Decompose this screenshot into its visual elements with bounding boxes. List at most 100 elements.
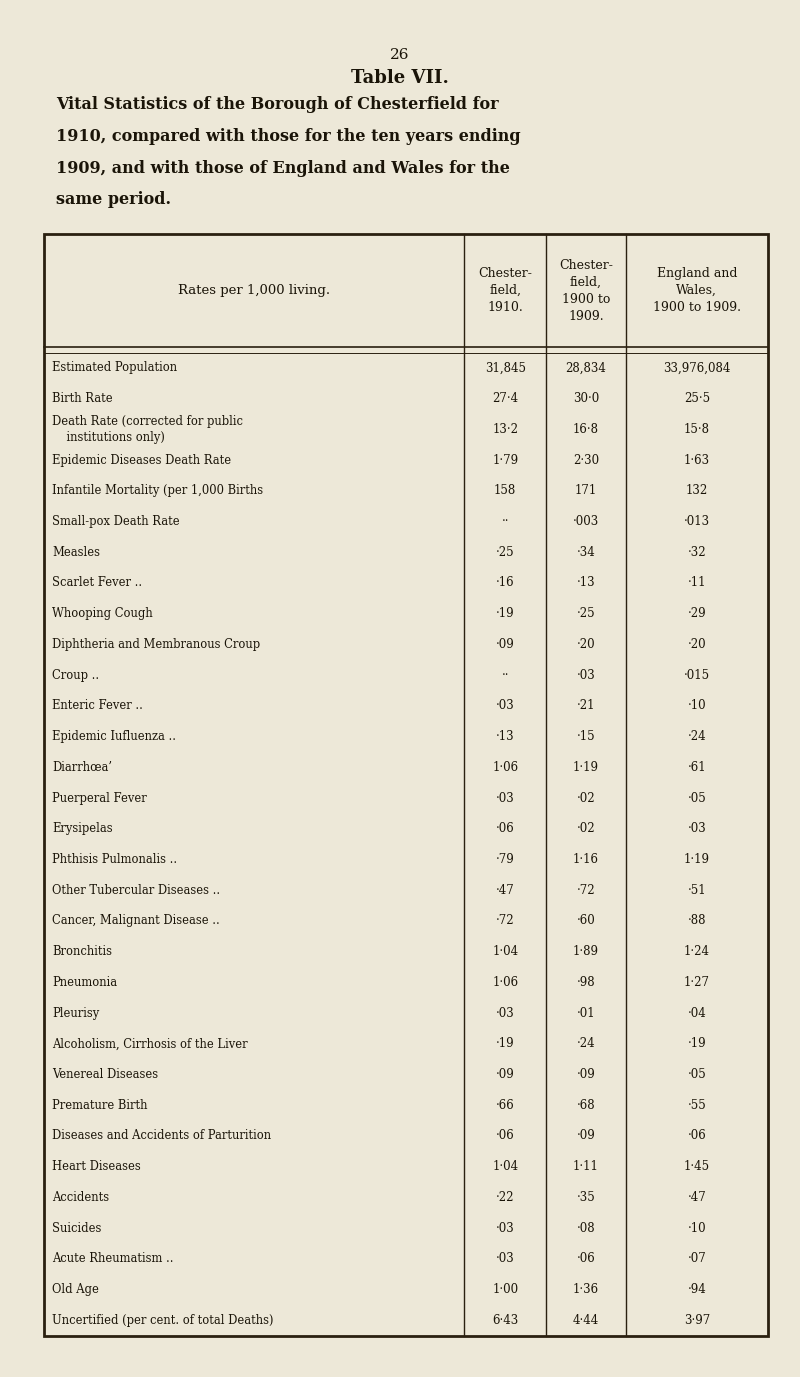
- Text: ·02: ·02: [577, 792, 595, 804]
- Text: 1·63: 1·63: [684, 453, 710, 467]
- Text: ·16: ·16: [496, 577, 514, 589]
- Text: ·24: ·24: [577, 1037, 595, 1051]
- Text: ·25: ·25: [496, 545, 514, 559]
- Text: 158: 158: [494, 485, 516, 497]
- Text: Erysipelas: Erysipelas: [52, 822, 113, 836]
- Text: ·60: ·60: [577, 914, 595, 928]
- Text: ·05: ·05: [687, 792, 706, 804]
- Text: 1910, compared with those for the ten years ending: 1910, compared with those for the ten ye…: [56, 128, 521, 145]
- Text: Chester-
field,
1900 to
1909.: Chester- field, 1900 to 1909.: [559, 259, 613, 322]
- Text: ·61: ·61: [687, 760, 706, 774]
- Text: 171: 171: [575, 485, 597, 497]
- Text: 1·45: 1·45: [684, 1161, 710, 1173]
- Text: 6·43: 6·43: [492, 1314, 518, 1327]
- Text: ·68: ·68: [577, 1099, 595, 1111]
- Text: ·06: ·06: [496, 1129, 514, 1143]
- Text: ·25: ·25: [577, 607, 595, 620]
- Text: ·03: ·03: [496, 792, 514, 804]
- Text: Diseases and Accidents of Parturition: Diseases and Accidents of Parturition: [52, 1129, 271, 1143]
- Text: ·09: ·09: [577, 1069, 595, 1081]
- Text: 1·24: 1·24: [684, 945, 710, 958]
- Text: ·98: ·98: [577, 976, 595, 989]
- Text: ·94: ·94: [687, 1283, 706, 1296]
- Text: ·19: ·19: [496, 607, 514, 620]
- Text: ··: ··: [502, 515, 509, 527]
- Text: ·01: ·01: [577, 1007, 595, 1019]
- Text: ·21: ·21: [577, 700, 595, 712]
- Text: ·09: ·09: [496, 1069, 514, 1081]
- Text: Rates per 1,000 living.: Rates per 1,000 living.: [178, 284, 330, 297]
- Text: ·10: ·10: [687, 1221, 706, 1235]
- Text: Chester-
field,
1910.: Chester- field, 1910.: [478, 267, 532, 314]
- Text: 1·00: 1·00: [492, 1283, 518, 1296]
- Text: ·88: ·88: [687, 914, 706, 928]
- Text: ·13: ·13: [577, 577, 595, 589]
- Text: Old Age: Old Age: [52, 1283, 99, 1296]
- Text: ·06: ·06: [577, 1252, 595, 1265]
- Text: ·04: ·04: [687, 1007, 706, 1019]
- Text: ·13: ·13: [496, 730, 514, 744]
- Text: Alcoholism, Cirrhosis of the Liver: Alcoholism, Cirrhosis of the Liver: [52, 1037, 248, 1051]
- Text: ·015: ·015: [684, 669, 710, 682]
- Text: ·09: ·09: [577, 1129, 595, 1143]
- Text: England and
Wales,
1900 to 1909.: England and Wales, 1900 to 1909.: [653, 267, 741, 314]
- Text: Whooping Cough: Whooping Cough: [52, 607, 153, 620]
- Text: 25·5: 25·5: [684, 392, 710, 405]
- Text: 1·06: 1·06: [492, 976, 518, 989]
- Text: ·013: ·013: [684, 515, 710, 527]
- Text: 1·06: 1·06: [492, 760, 518, 774]
- Text: Croup ..: Croup ..: [52, 669, 99, 682]
- Text: Pleurisy: Pleurisy: [52, 1007, 99, 1019]
- Text: Pneumonia: Pneumonia: [52, 976, 117, 989]
- Text: Puerperal Fever: Puerperal Fever: [52, 792, 146, 804]
- Text: ·07: ·07: [687, 1252, 706, 1265]
- Text: 1·16: 1·16: [573, 852, 599, 866]
- Text: Heart Diseases: Heart Diseases: [52, 1161, 141, 1173]
- Text: ·09: ·09: [496, 638, 514, 651]
- Text: ·08: ·08: [577, 1221, 595, 1235]
- Text: Uncertified (per cent. of total Deaths): Uncertified (per cent. of total Deaths): [52, 1314, 274, 1327]
- Text: 1·19: 1·19: [684, 852, 710, 866]
- Text: same period.: same period.: [56, 191, 171, 208]
- Text: Epidemic Iufluenza ..: Epidemic Iufluenza ..: [52, 730, 176, 744]
- Text: ·19: ·19: [687, 1037, 706, 1051]
- Text: ·24: ·24: [687, 730, 706, 744]
- Text: ·34: ·34: [577, 545, 595, 559]
- Text: Epidemic Diseases Death Rate: Epidemic Diseases Death Rate: [52, 453, 231, 467]
- Text: Enteric Fever ..: Enteric Fever ..: [52, 700, 143, 712]
- Text: ·003: ·003: [573, 515, 599, 527]
- Text: Estimated Population: Estimated Population: [52, 361, 177, 375]
- Text: Measles: Measles: [52, 545, 100, 559]
- Text: ·10: ·10: [687, 700, 706, 712]
- Text: 26: 26: [390, 48, 410, 62]
- Text: 3·97: 3·97: [684, 1314, 710, 1327]
- Text: ·03: ·03: [496, 700, 514, 712]
- Text: ·20: ·20: [687, 638, 706, 651]
- Text: ·03: ·03: [577, 669, 595, 682]
- Text: Premature Birth: Premature Birth: [52, 1099, 147, 1111]
- Text: 27·4: 27·4: [492, 392, 518, 405]
- Text: ·06: ·06: [687, 1129, 706, 1143]
- Text: 4·44: 4·44: [573, 1314, 599, 1327]
- Text: ·79: ·79: [496, 852, 514, 866]
- Text: 1·04: 1·04: [492, 945, 518, 958]
- Text: Suicides: Suicides: [52, 1221, 102, 1235]
- Text: 1·27: 1·27: [684, 976, 710, 989]
- Text: ·66: ·66: [496, 1099, 514, 1111]
- Text: 1·79: 1·79: [492, 453, 518, 467]
- Text: ··: ··: [502, 669, 509, 682]
- Text: 1·89: 1·89: [573, 945, 599, 958]
- Text: Vital Statistics of the Borough of Chesterfield for: Vital Statistics of the Borough of Chest…: [56, 96, 498, 113]
- Text: Table VII.: Table VII.: [351, 69, 449, 87]
- Text: Cancer, Malignant Disease ..: Cancer, Malignant Disease ..: [52, 914, 220, 928]
- Text: ·05: ·05: [687, 1069, 706, 1081]
- Text: ·55: ·55: [687, 1099, 706, 1111]
- Text: ·02: ·02: [577, 822, 595, 836]
- Text: 28,834: 28,834: [566, 361, 606, 375]
- Text: ·19: ·19: [496, 1037, 514, 1051]
- Text: ·03: ·03: [496, 1252, 514, 1265]
- Text: ·29: ·29: [687, 607, 706, 620]
- Text: ·20: ·20: [577, 638, 595, 651]
- Text: Infantile Mortality (per 1,000 Births: Infantile Mortality (per 1,000 Births: [52, 485, 263, 497]
- Text: ·15: ·15: [577, 730, 595, 744]
